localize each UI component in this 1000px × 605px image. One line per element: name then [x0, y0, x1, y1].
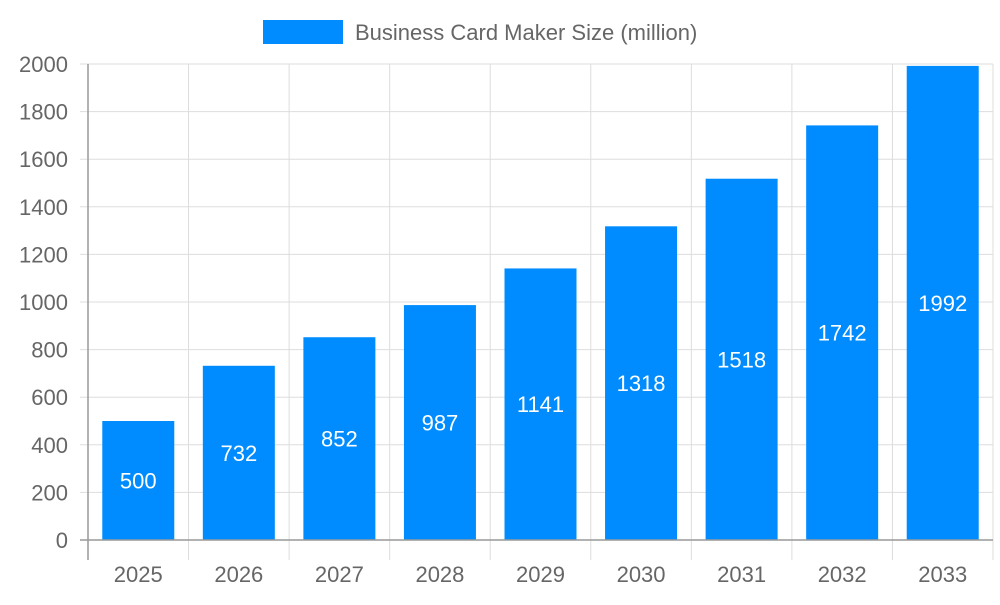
bar — [202, 365, 275, 540]
bar — [605, 226, 678, 541]
bar — [102, 421, 175, 540]
bars: 500 732 852 987 1141 1318 1518 1742 1992 — [102, 65, 979, 541]
x-tick-label: 2028 — [415, 562, 464, 587]
y-tick-label: 1800 — [19, 100, 68, 125]
x-tick-label: 2025 — [114, 562, 163, 587]
x-tick-label: 2033 — [918, 562, 967, 587]
x-tick-label: 2031 — [717, 562, 766, 587]
x-tick-label: 2029 — [516, 562, 565, 587]
bar — [303, 337, 376, 540]
data-label: 1518 — [717, 347, 766, 372]
legend[interactable]: Business Card Maker Size (million) — [263, 20, 697, 45]
y-tick-label: 400 — [31, 433, 68, 458]
y-tick-label: 2000 — [19, 52, 68, 77]
y-tick-label: 1000 — [19, 290, 68, 315]
data-label: 500 — [120, 469, 157, 494]
legend-label: Business Card Maker Size (million) — [355, 20, 697, 45]
y-tick-label: 200 — [31, 480, 68, 505]
x-tick-label: 2026 — [214, 562, 263, 587]
bar — [504, 268, 577, 540]
bar — [705, 178, 778, 540]
axes: 0 200 400 600 800 1000 1200 1400 1600 1800 2000 202… — [19, 52, 993, 587]
x-tick-label: 2027 — [315, 562, 364, 587]
bar — [403, 305, 476, 540]
data-label: 852 — [321, 427, 358, 452]
x-tick-label: 2032 — [818, 562, 867, 587]
y-tick-label: 600 — [31, 385, 68, 410]
y-tick-label: 1400 — [19, 195, 68, 220]
data-label: 732 — [220, 441, 257, 466]
data-label: 987 — [422, 411, 459, 436]
data-label: 1318 — [617, 371, 666, 396]
y-tick-label: 0 — [56, 528, 68, 553]
data-label: 1992 — [918, 291, 967, 316]
y-tick-label: 1200 — [19, 242, 68, 267]
legend-swatch — [263, 20, 343, 44]
x-tick-label: 2030 — [617, 562, 666, 587]
bar — [806, 125, 879, 541]
y-tick-label: 800 — [31, 338, 68, 363]
y-tick-label: 1600 — [19, 147, 68, 172]
bar — [906, 65, 979, 541]
data-label: 1742 — [818, 321, 867, 346]
data-label: 1141 — [517, 392, 564, 417]
